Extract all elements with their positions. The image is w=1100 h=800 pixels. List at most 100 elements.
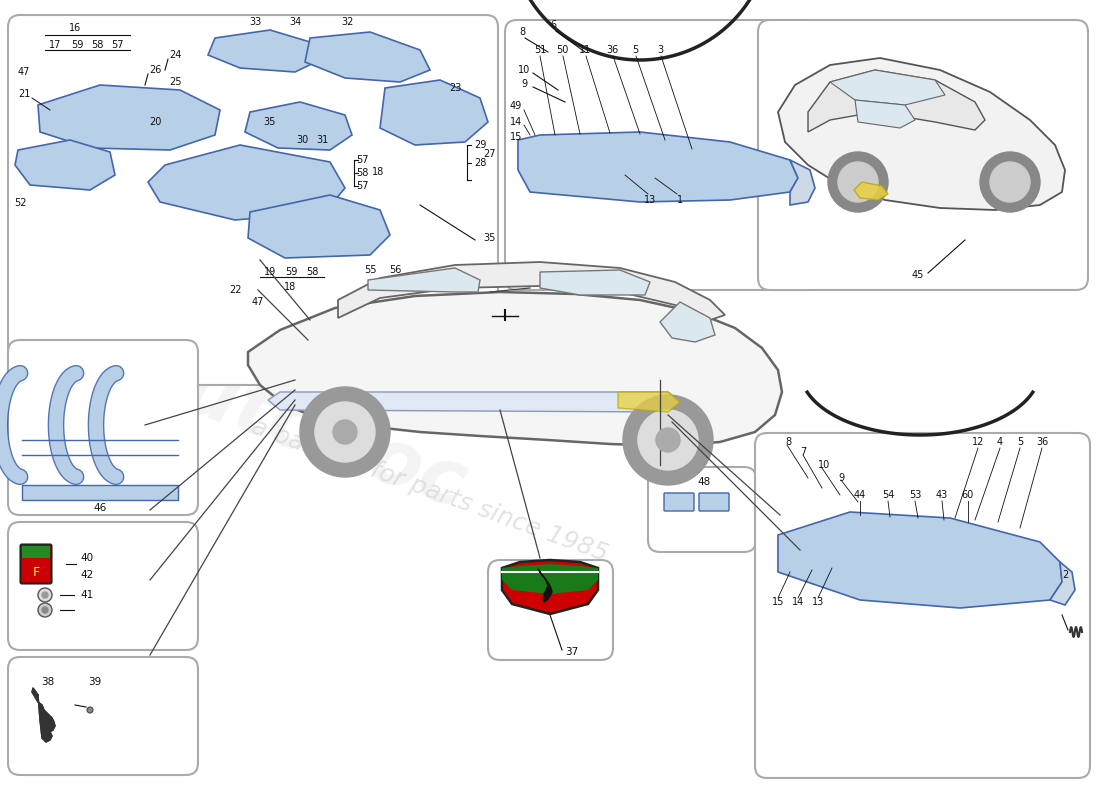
Text: 17: 17: [48, 40, 62, 50]
Text: a passion for parts since 1985: a passion for parts since 1985: [249, 414, 612, 566]
Text: 15: 15: [772, 597, 784, 607]
Circle shape: [315, 402, 375, 462]
Text: 54: 54: [882, 490, 894, 500]
Text: 35: 35: [484, 233, 496, 243]
Text: 56: 56: [388, 265, 401, 275]
Text: 9: 9: [838, 473, 844, 483]
Polygon shape: [248, 292, 782, 446]
FancyBboxPatch shape: [664, 493, 694, 511]
Circle shape: [838, 162, 878, 202]
FancyBboxPatch shape: [8, 15, 498, 385]
Text: 6: 6: [550, 20, 557, 30]
Text: 39: 39: [88, 677, 101, 687]
Circle shape: [300, 387, 390, 477]
FancyBboxPatch shape: [488, 560, 613, 660]
Text: 12: 12: [971, 437, 984, 447]
Text: 4: 4: [997, 437, 1003, 447]
Text: 14: 14: [792, 597, 804, 607]
Text: 41: 41: [80, 590, 94, 600]
Text: 58: 58: [91, 40, 103, 50]
Circle shape: [87, 707, 94, 713]
Text: 5: 5: [1016, 437, 1023, 447]
Polygon shape: [379, 80, 488, 145]
Polygon shape: [855, 100, 915, 128]
Text: 34: 34: [289, 17, 301, 27]
Polygon shape: [32, 688, 55, 742]
Polygon shape: [305, 32, 430, 82]
Text: 18: 18: [284, 282, 296, 292]
Text: 26: 26: [148, 65, 162, 75]
Polygon shape: [790, 160, 815, 205]
Text: 58: 58: [306, 267, 318, 277]
Text: 37: 37: [565, 647, 579, 657]
Circle shape: [39, 603, 52, 617]
Polygon shape: [268, 392, 680, 412]
Text: F: F: [32, 566, 40, 578]
FancyBboxPatch shape: [505, 20, 820, 290]
Text: 55: 55: [364, 265, 376, 275]
Text: 36: 36: [1036, 437, 1048, 447]
Polygon shape: [778, 58, 1065, 210]
Circle shape: [828, 152, 888, 212]
Text: 43: 43: [936, 490, 948, 500]
Text: 20: 20: [148, 117, 162, 127]
Polygon shape: [808, 70, 984, 132]
FancyBboxPatch shape: [21, 545, 52, 583]
Text: 28: 28: [474, 158, 486, 168]
Polygon shape: [660, 302, 715, 342]
Text: 19: 19: [264, 267, 276, 277]
FancyBboxPatch shape: [648, 467, 756, 552]
FancyBboxPatch shape: [698, 493, 729, 511]
Polygon shape: [208, 30, 320, 72]
Text: 8: 8: [785, 437, 791, 447]
Text: 29: 29: [474, 140, 486, 150]
Polygon shape: [830, 70, 945, 105]
Text: 57: 57: [355, 155, 368, 165]
Polygon shape: [502, 560, 598, 614]
Text: 18: 18: [372, 167, 384, 177]
Text: 9: 9: [521, 79, 527, 89]
Text: 51: 51: [534, 45, 547, 55]
Text: 14: 14: [510, 117, 522, 127]
Text: 33: 33: [249, 17, 261, 27]
Text: autodoc: autodoc: [124, 336, 476, 524]
Text: 60: 60: [961, 490, 975, 500]
Text: 2: 2: [1062, 570, 1068, 580]
FancyBboxPatch shape: [8, 657, 198, 775]
Text: 10: 10: [518, 65, 530, 75]
Text: 21: 21: [18, 89, 30, 99]
Polygon shape: [538, 569, 552, 602]
Text: 27: 27: [484, 149, 496, 159]
Circle shape: [638, 410, 698, 470]
Text: 36: 36: [606, 45, 618, 55]
Circle shape: [990, 162, 1030, 202]
Text: 8: 8: [519, 27, 525, 37]
Circle shape: [656, 428, 680, 452]
Text: 46: 46: [94, 503, 107, 513]
Polygon shape: [368, 268, 480, 292]
Polygon shape: [245, 102, 352, 150]
FancyBboxPatch shape: [758, 20, 1088, 290]
Text: 40: 40: [80, 553, 94, 563]
Polygon shape: [15, 140, 116, 190]
Polygon shape: [618, 392, 680, 412]
FancyBboxPatch shape: [8, 522, 198, 650]
Circle shape: [333, 420, 358, 444]
FancyBboxPatch shape: [755, 433, 1090, 778]
Text: 3: 3: [657, 45, 663, 55]
Text: 30: 30: [296, 135, 308, 145]
Text: 50: 50: [556, 45, 569, 55]
Polygon shape: [148, 145, 345, 220]
Circle shape: [623, 395, 713, 485]
Text: 11: 11: [579, 45, 591, 55]
Text: 57: 57: [355, 181, 368, 191]
Circle shape: [42, 592, 48, 598]
Text: 5: 5: [631, 45, 638, 55]
Polygon shape: [39, 85, 220, 150]
Text: 44: 44: [854, 490, 866, 500]
Polygon shape: [1050, 562, 1075, 605]
Text: 59: 59: [70, 40, 84, 50]
Polygon shape: [502, 564, 598, 594]
Circle shape: [42, 607, 48, 613]
Text: 47: 47: [18, 67, 30, 77]
